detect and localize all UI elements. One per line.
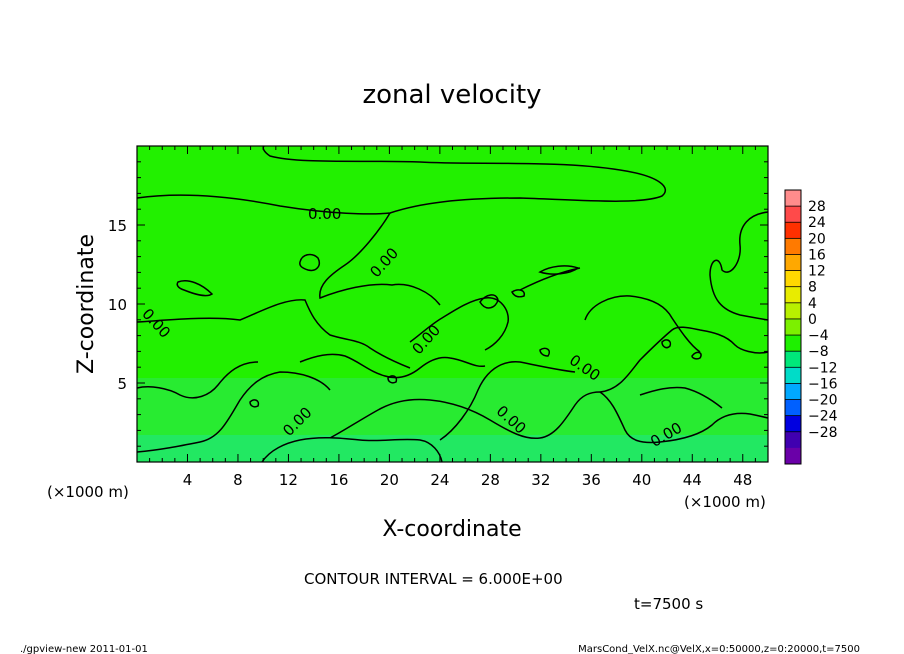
x-tick-label: 20: [380, 471, 399, 489]
x-tick-label: 12: [279, 471, 298, 489]
colorbar-swatch: [785, 286, 801, 304]
contour-lower-left2: [136, 361, 259, 399]
contour-lower-right: [599, 391, 769, 444]
y-axis-label: Z-coordinate: [74, 234, 99, 374]
x-unit-right: (×1000 m): [684, 493, 766, 511]
y-axis: 5 10 15: [108, 161, 768, 447]
colorbar-label: 8: [808, 280, 817, 296]
contour-lower-right2: [639, 386, 723, 409]
contour-lower-left: [136, 371, 331, 453]
colorbar-label: −20: [808, 393, 838, 409]
colorbar-swatch: [785, 351, 801, 368]
x-tick-label: 44: [683, 471, 702, 489]
colorbar-label: 4: [808, 296, 817, 312]
footer-left: ./gpview-new 2011-01-01: [20, 644, 148, 654]
colorbar-swatch: [785, 222, 801, 239]
colorbar-swatch: [785, 383, 801, 400]
chart-title: zonal velocity: [362, 80, 541, 110]
contour-lower-mid: [329, 391, 601, 440]
colorbar-label: −28: [808, 425, 838, 441]
contour-right-mid: [599, 326, 769, 393]
contour-right-edge: [709, 211, 769, 321]
surface-band: [137, 435, 768, 462]
contour-right-blob: [584, 295, 701, 353]
contour-right-upper2: [519, 267, 581, 291]
x-axis-label: X-coordinate: [382, 517, 521, 542]
time-label: t=7500 s: [634, 595, 703, 613]
colorbar-swatch: [785, 238, 801, 255]
x-tick-label: 24: [430, 471, 449, 489]
loop-10: [249, 399, 260, 408]
x-unit-left: (×1000 m): [47, 483, 129, 501]
contour-label: 0.00: [308, 205, 341, 223]
colorbar-label: −4: [808, 328, 829, 344]
y-tick-label: 5: [117, 375, 127, 393]
colorbar-swatch: [785, 302, 801, 320]
colorbar-label: 0: [808, 312, 817, 328]
colorbar-swatch: [785, 190, 801, 207]
loop-7: [691, 351, 702, 360]
colorbar-label: −12: [808, 360, 838, 376]
x-tick-label: 32: [531, 471, 550, 489]
contour-mid-waves: [299, 353, 486, 379]
contour-lower-mid2: [439, 361, 576, 441]
colorbar-label: −24: [808, 409, 838, 425]
contour-midleft: [136, 299, 411, 369]
contour-bottom-strip: [261, 436, 443, 463]
x-tick-label: 8: [233, 471, 243, 489]
contour-upper: [136, 145, 667, 215]
colorbar-swatch: [785, 335, 801, 352]
loop-6: [661, 339, 672, 349]
colorbar-label: 24: [808, 215, 826, 231]
y-tick-label: 10: [108, 296, 127, 314]
colorbar-swatch: [785, 318, 801, 336]
colorbar-swatch: [785, 367, 801, 384]
plot-area: 0.00 0.00 0.00 0.00 0.00 0.00 0.00 0.00: [136, 145, 769, 463]
x-tick-label: 48: [733, 471, 752, 489]
colorbar-label: 12: [808, 264, 826, 280]
colorbar-label: −8: [808, 344, 829, 360]
contour-upper-right: [319, 212, 441, 306]
colorbar-label: 20: [808, 231, 826, 247]
x-tick-label: 16: [329, 471, 348, 489]
loop-5: [538, 265, 580, 275]
x-tick-label: 28: [481, 471, 500, 489]
x-tick-label: 40: [632, 471, 651, 489]
colorbar-swatch: [785, 254, 801, 271]
y-tick-label: 15: [108, 217, 127, 235]
loop-1: [299, 253, 320, 272]
colorbar-swatch: [785, 447, 801, 465]
loop-2: [176, 280, 214, 297]
colorbar-swatch: [785, 206, 801, 223]
colorbar-label: 16: [808, 247, 826, 263]
x-tick-label: 36: [582, 471, 601, 489]
loop-3: [479, 294, 499, 309]
loop-4: [511, 289, 526, 298]
colorbar-frame: [784, 189, 802, 465]
colorbar-label: 28: [808, 199, 826, 215]
x-axis: 4 8 12 16 20 24 28 32 36 40 44 48: [149, 146, 756, 489]
colorbar-swatch: [785, 399, 801, 416]
loop-8: [539, 347, 551, 357]
footer-right: MarsCond_VelX.nc@VelX,x=0:50000,z=0:2000…: [578, 644, 860, 654]
colorbar-swatch: [785, 270, 801, 288]
contour-lines: [136, 145, 769, 463]
x-tick-label: 4: [183, 471, 193, 489]
colorbar-swatch: [785, 415, 801, 433]
colorbar-label: −16: [808, 376, 838, 392]
colorbar-swatch: [785, 431, 801, 449]
loop-9: [387, 375, 398, 384]
contour-interval: CONTOUR INTERVAL = 6.000E+00: [304, 570, 563, 588]
